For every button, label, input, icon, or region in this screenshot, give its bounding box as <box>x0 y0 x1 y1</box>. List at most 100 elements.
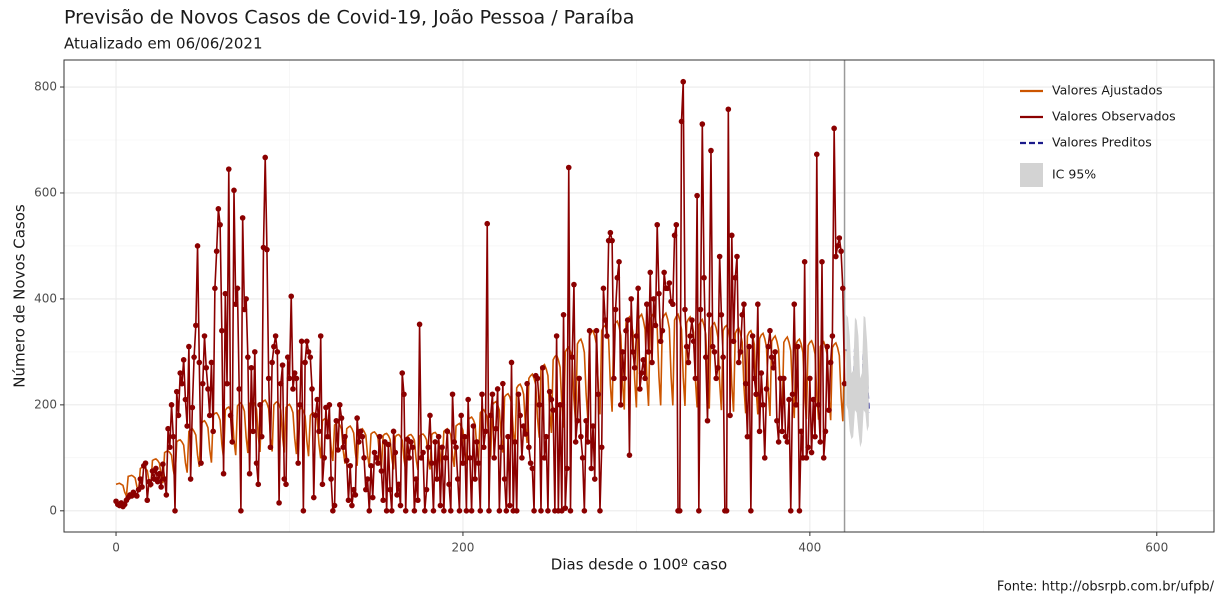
data-point <box>826 407 832 413</box>
data-point <box>650 296 657 302</box>
data-point <box>442 455 449 461</box>
data-point <box>232 301 239 308</box>
data-point <box>822 428 829 435</box>
data-point <box>730 338 737 345</box>
data-point <box>539 364 546 371</box>
data-point <box>808 449 815 456</box>
data-point <box>371 449 378 456</box>
data-point <box>182 396 189 403</box>
data-point <box>546 388 553 395</box>
data-point <box>168 402 175 408</box>
data-point <box>434 476 440 482</box>
data-point <box>194 243 201 249</box>
data-point <box>607 229 614 236</box>
data-point <box>180 357 187 363</box>
data-point <box>139 484 145 490</box>
data-point <box>258 433 265 440</box>
data-point <box>172 508 178 514</box>
data-point <box>378 468 385 474</box>
data-point <box>742 380 749 387</box>
data-point <box>134 493 140 499</box>
data-point <box>307 354 314 360</box>
data-point <box>246 470 253 477</box>
data-point <box>262 154 269 161</box>
data-point <box>489 391 496 398</box>
x-tick-label: 600 <box>1145 541 1168 555</box>
data-point <box>187 476 194 482</box>
data-point <box>278 380 284 387</box>
data-point <box>680 78 687 85</box>
data-point <box>413 476 419 482</box>
data-point <box>487 412 494 419</box>
data-point <box>241 306 248 313</box>
data-point <box>526 444 532 451</box>
data-point <box>538 508 544 514</box>
data-point <box>423 486 430 493</box>
data-point <box>723 508 730 514</box>
data-point <box>796 508 803 514</box>
data-point <box>349 502 355 509</box>
x-axis-label: Dias desde o 100º caso <box>551 556 727 574</box>
data-point <box>338 415 345 421</box>
data-point <box>250 428 256 435</box>
data-point <box>201 333 208 339</box>
data-point <box>475 460 482 466</box>
data-point <box>623 327 629 334</box>
data-point <box>531 508 537 514</box>
data-point <box>446 481 452 488</box>
data-point <box>765 343 772 350</box>
data-point <box>543 433 550 440</box>
data-point <box>787 508 794 514</box>
data-point <box>376 433 383 440</box>
legend-label: Valores Ajustados <box>1052 83 1163 98</box>
data-point <box>312 412 319 419</box>
data-point <box>612 306 619 313</box>
data-point <box>578 433 584 440</box>
data-point <box>756 428 763 435</box>
data-point <box>264 246 270 253</box>
data-point <box>274 349 281 355</box>
data-point <box>786 396 792 403</box>
data-point <box>624 317 631 323</box>
data-point <box>576 375 582 382</box>
data-point <box>522 431 529 437</box>
data-point <box>153 465 159 472</box>
data-point <box>161 476 168 482</box>
data-point <box>841 380 848 387</box>
data-point <box>279 362 286 368</box>
data-point <box>251 349 258 355</box>
data-point <box>602 317 608 323</box>
data-point <box>524 380 530 387</box>
data-point <box>569 354 576 360</box>
data-point <box>468 508 475 514</box>
data-point <box>219 327 225 334</box>
data-point <box>343 457 350 464</box>
data-point <box>633 333 640 339</box>
data-point <box>635 285 641 292</box>
confidence-band <box>846 314 869 448</box>
data-point <box>812 433 818 440</box>
data-point <box>245 354 251 360</box>
data-point <box>147 481 154 488</box>
data-point <box>670 301 676 308</box>
data-point <box>697 306 704 313</box>
legend-label: Valores Preditos <box>1052 135 1152 150</box>
data-point <box>203 364 210 371</box>
data-point <box>342 433 348 440</box>
data-point <box>290 386 296 392</box>
y-tick-label: 0 <box>49 503 57 517</box>
data-point <box>638 370 645 376</box>
data-point <box>836 235 843 241</box>
data-point <box>527 460 534 466</box>
data-point <box>359 433 366 440</box>
data-point <box>177 370 184 376</box>
data-point <box>807 375 813 382</box>
data-point <box>640 357 647 363</box>
data-point <box>716 253 723 260</box>
data-point <box>534 375 541 382</box>
data-point <box>236 386 242 392</box>
data-point <box>340 444 347 451</box>
data-point <box>297 402 303 408</box>
data-point <box>484 220 491 227</box>
data-point <box>600 285 607 292</box>
